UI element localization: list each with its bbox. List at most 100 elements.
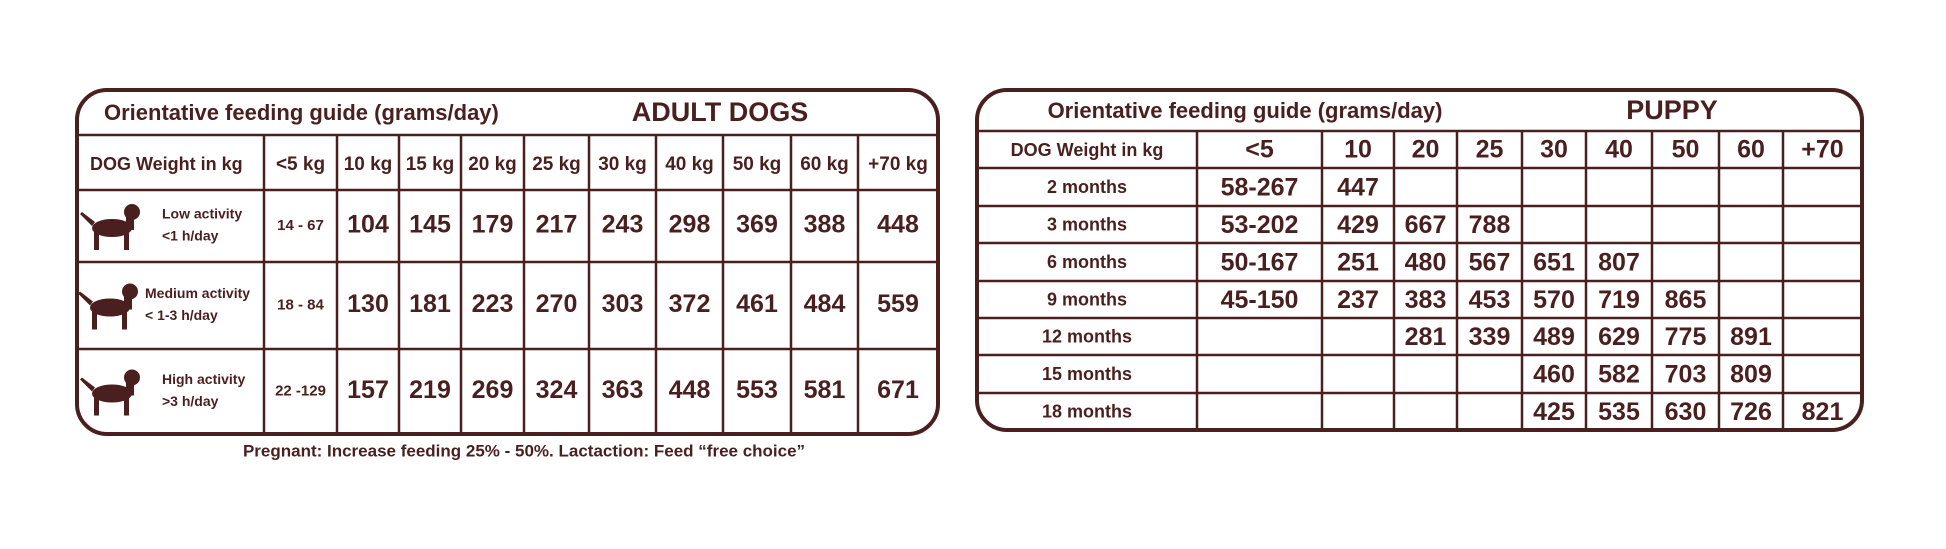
age-label: 18 months <box>1042 401 1132 421</box>
feeding-value: 480 <box>1405 249 1447 277</box>
feeding-value: 447 <box>1337 174 1379 202</box>
feeding-value: 460 <box>1533 361 1575 389</box>
feeding-value: 53-202 <box>1221 211 1299 239</box>
feeding-value: 630 <box>1665 398 1707 426</box>
table-heading: ADULT DOGS <box>632 97 809 127</box>
dog-shape <box>92 384 132 403</box>
age-label: 9 months <box>1047 289 1127 309</box>
feeding-value: 581 <box>804 376 846 404</box>
feeding-value: 145 <box>409 211 451 239</box>
feeding-value: 363 <box>602 376 644 404</box>
feeding-value: 324 <box>536 376 578 404</box>
activity-hours: >3 h/day <box>162 393 219 409</box>
feeding-value: 243 <box>602 211 644 239</box>
dog-shape <box>80 377 95 392</box>
feeding-value: 383 <box>1405 286 1447 314</box>
age-label: 3 months <box>1047 214 1127 234</box>
age-label: 2 months <box>1047 177 1127 197</box>
feeding-value: 157 <box>347 376 389 404</box>
table-title: Orientative feeding guide (grams/day) <box>104 100 499 125</box>
feeding-value: 50-167 <box>1221 249 1299 277</box>
activity-label: High activity <box>162 371 245 387</box>
feeding-value: 865 <box>1665 286 1707 314</box>
dog-icon <box>80 204 140 250</box>
feeding-value: 372 <box>669 290 711 318</box>
column-header: <5 kg <box>276 154 325 175</box>
feeding-value: 809 <box>1730 361 1772 389</box>
dog-shape <box>126 379 134 396</box>
feeding-value: 821 <box>1802 398 1844 426</box>
feeding-value: 217 <box>536 211 578 239</box>
feeding-value: 237 <box>1337 286 1379 314</box>
feeding-value: 104 <box>347 211 389 239</box>
feeding-value: 484 <box>804 290 846 318</box>
feeding-value: 58-267 <box>1221 174 1299 202</box>
dog-shape <box>124 397 129 416</box>
dog-shape <box>124 232 129 250</box>
activity-label: Medium activity <box>145 285 250 301</box>
dog-icon <box>80 369 140 416</box>
feeding-value: 671 <box>877 376 919 404</box>
feeding-value: 453 <box>1469 286 1511 314</box>
feeding-value: 181 <box>409 290 451 318</box>
feeding-value: 219 <box>409 376 451 404</box>
column-header: 60 kg <box>800 154 849 175</box>
dog-shape <box>94 232 99 250</box>
column-header: 20 <box>1412 136 1440 164</box>
column-header: 10 <box>1344 136 1372 164</box>
column-header: DOG Weight in kg <box>90 154 243 174</box>
feeding-value: 251 <box>1337 249 1379 277</box>
feeding-value: 369 <box>736 211 778 239</box>
dog-shape <box>126 214 134 230</box>
feeding-value: 567 <box>1469 249 1511 277</box>
age-label: 12 months <box>1042 326 1132 346</box>
column-header: 25 kg <box>532 154 581 175</box>
footnote: Pregnant: Increase feeding 25% - 50%. La… <box>243 441 805 460</box>
column-header: +70 <box>1801 136 1843 164</box>
feeding-value: 629 <box>1598 323 1640 351</box>
dog-shape <box>80 212 95 226</box>
feeding-value: 14 - 67 <box>277 217 324 234</box>
feeding-value: 559 <box>877 290 919 318</box>
feeding-value: 179 <box>472 211 514 239</box>
column-header: +70 kg <box>868 154 928 175</box>
column-header: <5 <box>1245 136 1274 164</box>
column-header: 30 kg <box>598 154 647 175</box>
feeding-value: 270 <box>536 290 578 318</box>
feeding-value: 535 <box>1598 398 1640 426</box>
dog-shape <box>122 311 127 330</box>
column-header: 15 kg <box>406 154 455 175</box>
feeding-value: 269 <box>472 376 514 404</box>
table-frame <box>975 88 1864 432</box>
feeding-value: 281 <box>1405 323 1447 351</box>
feeding-value: 651 <box>1533 249 1575 277</box>
column-header: DOG Weight in kg <box>1011 140 1164 160</box>
column-header: 50 <box>1672 136 1700 164</box>
feeding-value: 303 <box>602 290 644 318</box>
dog-shape <box>92 311 97 330</box>
dog-shape <box>90 298 130 317</box>
age-label: 6 months <box>1047 252 1127 272</box>
column-header: 40 <box>1605 136 1633 164</box>
activity-label: Low activity <box>162 206 242 222</box>
dog-shape <box>94 397 99 416</box>
table-heading: PUPPY <box>1626 95 1718 125</box>
feeding-value: 448 <box>669 376 711 404</box>
activity-hours: <1 h/day <box>162 228 219 244</box>
feeding-value: 130 <box>347 290 389 318</box>
feeding-value: 22 -129 <box>275 382 326 399</box>
feeding-value: 719 <box>1598 286 1640 314</box>
column-header: 30 <box>1540 136 1568 164</box>
activity-hours: < 1-3 h/day <box>145 307 218 323</box>
feeding-value: 726 <box>1730 398 1772 426</box>
column-header: 50 kg <box>733 154 782 175</box>
column-header: 60 <box>1737 136 1765 164</box>
feeding-value: 582 <box>1598 361 1640 389</box>
feeding-value: 388 <box>804 211 846 239</box>
feeding-value: 703 <box>1665 361 1707 389</box>
dog-shape <box>78 291 93 306</box>
feeding-value: 807 <box>1598 249 1640 277</box>
feeding-value: 18 - 84 <box>277 296 324 313</box>
feeding-value: 448 <box>877 211 919 239</box>
